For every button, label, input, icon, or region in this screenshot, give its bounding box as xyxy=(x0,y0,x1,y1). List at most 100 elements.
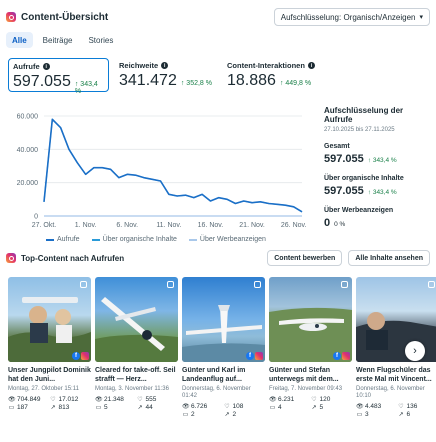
eye-icon: 👁 xyxy=(8,397,16,403)
chart-legend: Aufrufe Über organische Inhalte Über Wer… xyxy=(46,236,266,243)
stat-views: 👁 704.849 xyxy=(8,396,50,403)
metric-views-delta: ↑ 343,4 % xyxy=(75,81,104,95)
stat-likes-value: 136 xyxy=(406,403,418,410)
content-card[interactable]: f Günter und Karl im Landeanflug auf... … xyxy=(182,277,265,427)
x-tick-label: 26. Nov. xyxy=(281,222,307,229)
eye-icon: 👁 xyxy=(182,404,190,410)
views-chart: 60.000 40.000 20.000 0 27. Okt. 1. Nov. 6. Nov… xyxy=(0,106,310,246)
card-caption: Günter und Karl im Landeanflug auf... xyxy=(182,367,246,383)
x-tick-label: 6. Nov. xyxy=(116,222,138,229)
tab-alle[interactable]: Alle xyxy=(6,32,33,48)
instagram-icon xyxy=(342,352,350,360)
share-icon: ↗ xyxy=(224,412,230,418)
stat-likes-value: 108 xyxy=(232,403,244,410)
comment-icon: ▭ xyxy=(95,405,102,411)
card-date: Montag, 27. Oktober 15:11 xyxy=(8,386,79,392)
heart-icon: ♡ xyxy=(224,404,230,410)
carousel-next-button[interactable]: › xyxy=(405,341,425,361)
content-thumbnail[interactable] xyxy=(95,277,178,362)
card-date: Donnerstag, 6. November 01:42 xyxy=(182,386,251,399)
card-stats: 👁 6.231 ♡ 120 ▭ 4 ↗ 5 xyxy=(269,396,352,411)
chevron-right-icon: › xyxy=(413,345,417,357)
eye-icon: 👁 xyxy=(95,397,103,403)
thumbnail-illustration xyxy=(8,297,91,362)
arrow-up-icon: ↑ xyxy=(367,157,373,164)
tab-stories[interactable]: Stories xyxy=(88,35,114,45)
metric-reach-delta: ↑ 352,8 % xyxy=(181,80,212,87)
card-date: Donnerstag, 6. November 10:10 xyxy=(356,386,425,399)
metric-views[interactable]: Aufrufe i 597.055 ↑ 343,4 % xyxy=(8,58,109,95)
stat-comments: ▭ 5 xyxy=(95,404,137,411)
facebook-icon: f xyxy=(72,352,80,360)
card-date: Montag, 3. November 11:36 xyxy=(95,386,169,392)
stat-views: 👁 21.348 xyxy=(95,396,137,403)
series-line-0 xyxy=(43,118,303,213)
instagram-icon xyxy=(255,352,263,360)
stat-comments-value: 4 xyxy=(278,404,282,411)
legend-item-organic: Über organische Inhalte xyxy=(91,236,177,243)
legend-item-views: Aufrufe xyxy=(46,236,80,243)
metric-views-label: Aufrufe xyxy=(13,62,40,71)
stat-shares-value: 44 xyxy=(145,404,153,411)
heart-icon: ♡ xyxy=(50,397,56,403)
stat-likes: ♡ 17.012 xyxy=(50,396,92,403)
content-card[interactable]: f Unser Jungpilot Dominik hat den Juni..… xyxy=(8,277,91,427)
stat-shares-value: 813 xyxy=(58,404,70,411)
y-tick-label: 0 xyxy=(34,214,38,221)
x-tick-label: 21. Nov. xyxy=(239,222,265,229)
share-icon: ↗ xyxy=(398,412,404,418)
stat-likes: ♡ 136 xyxy=(398,403,436,410)
stat-views-value: 4.483 xyxy=(365,403,382,410)
metric-reach[interactable]: Reichweite i 341.472 ↑ 352,8 % xyxy=(115,58,217,92)
metric-interactions[interactable]: Content-Interaktionen i 18.886 ↑ 449,8 % xyxy=(223,58,325,92)
content-card[interactable]: f Günter und Stefan unterwegs mit dem...… xyxy=(269,277,352,427)
card-stats: 👁 6.726 ♡ 108 ▭ 2 ↗ 2 xyxy=(182,403,265,418)
stat-views-value: 6.726 xyxy=(191,403,208,410)
stat-comments-value: 5 xyxy=(104,404,108,411)
heart-icon: ♡ xyxy=(137,397,143,403)
breakdown-title: Aufschlüsselung der Aufrufe xyxy=(324,106,404,124)
promote-content-button[interactable]: Content bewerben xyxy=(267,250,343,266)
y-tick-label: 20.000 xyxy=(17,180,39,187)
breakdown-organic-label: Über organische Inhalte xyxy=(324,175,404,182)
reel-icon xyxy=(428,281,435,288)
stat-shares-value: 2 xyxy=(232,411,237,418)
facebook-icon: f xyxy=(246,352,254,360)
top-content-carousel: f Unser Jungpilot Dominik hat den Juni..… xyxy=(8,277,436,442)
metric-reach-value: 341.472 xyxy=(119,72,177,89)
content-overview-header: Content-Übersicht Aufschlüsselung: Organ… xyxy=(6,8,430,26)
stat-comments: ▭ 187 xyxy=(8,404,50,411)
instagram-icon xyxy=(81,352,89,360)
stat-shares: ↗ 6 xyxy=(398,411,436,418)
stat-likes: ♡ 108 xyxy=(224,403,266,410)
stat-views-value: 6.231 xyxy=(278,396,295,403)
info-icon[interactable]: i xyxy=(161,62,169,69)
content-thumbnail[interactable]: f xyxy=(269,277,352,362)
content-thumbnail[interactable]: f xyxy=(182,277,265,362)
arrow-up-icon: ↑ xyxy=(367,189,373,196)
metric-views-value: 597.055 xyxy=(13,73,71,90)
legend-item-ads: Über Werbeanzeigen xyxy=(188,236,266,243)
info-icon[interactable]: i xyxy=(307,62,315,69)
breakdown-total-row: 597.055 ↑ 343,4 % xyxy=(324,153,430,165)
instagram-icon xyxy=(6,253,16,263)
stat-shares: ↗ 2 xyxy=(224,411,266,418)
stat-shares-value: 5 xyxy=(319,404,324,411)
metric-interactions-value: 18.886 xyxy=(227,72,276,89)
metric-reach-label: Reichweite xyxy=(119,61,159,70)
breakdown-date-range: 27.10.2025 bis 27.11.2025 xyxy=(324,127,395,133)
stat-views: 👁 6.231 xyxy=(269,396,311,403)
stat-comments: ▭ 2 xyxy=(182,411,224,418)
tab-beitraege[interactable]: Beiträge xyxy=(42,35,73,45)
reel-icon xyxy=(341,281,348,288)
metric-interactions-delta: ↑ 449,8 % xyxy=(280,80,311,87)
view-all-content-button[interactable]: Alle Inhalte ansehen xyxy=(348,250,430,266)
breakdown-dropdown[interactable]: Aufschlüsselung: Organisch/Anzeigen ▾ xyxy=(273,8,430,26)
content-thumbnail[interactable]: f xyxy=(8,277,91,362)
content-card[interactable]: Cleared for take-off. Seil strafft — Her… xyxy=(95,277,178,427)
views-breakdown: Aufschlüsselung der Aufrufe 27.10.2025 b… xyxy=(324,106,430,229)
legend-label: Über organische Inhalte xyxy=(102,236,177,243)
facebook-icon: f xyxy=(333,352,341,360)
info-icon[interactable]: i xyxy=(42,63,50,70)
card-stats: 👁 21.348 ♡ 555 ▭ 5 ↗ 44 xyxy=(95,396,178,411)
